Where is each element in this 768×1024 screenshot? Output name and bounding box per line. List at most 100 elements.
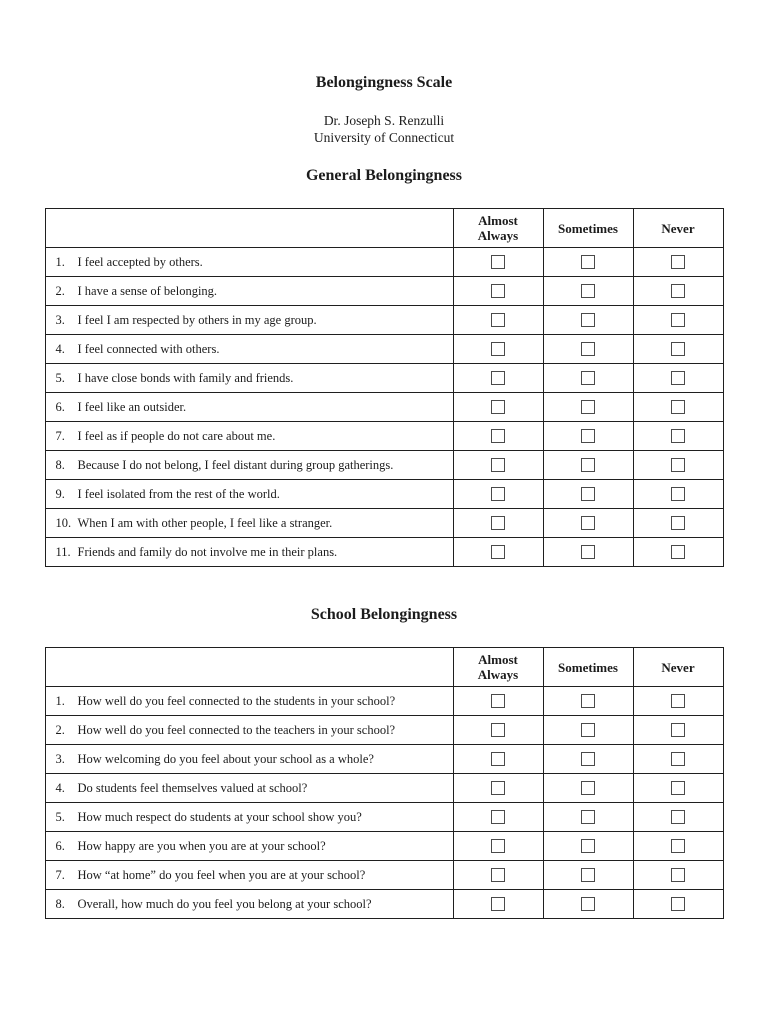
checkbox-almost-always[interactable] [491, 284, 505, 299]
response-cell-almost-always[interactable] [452, 334, 544, 364]
checkbox-never[interactable] [671, 487, 685, 502]
response-cell-sometimes[interactable] [542, 686, 634, 716]
checkbox-almost-always[interactable] [491, 723, 505, 738]
response-cell-never[interactable] [632, 889, 724, 919]
response-cell-sometimes[interactable] [542, 479, 634, 509]
response-cell-never[interactable] [632, 802, 724, 832]
response-cell-sometimes[interactable] [542, 508, 634, 538]
checkbox-sometimes[interactable] [581, 781, 595, 796]
response-cell-almost-always[interactable] [452, 802, 544, 832]
response-cell-sometimes[interactable] [542, 450, 634, 480]
response-cell-almost-always[interactable] [452, 508, 544, 538]
checkbox-almost-always[interactable] [491, 429, 505, 444]
response-cell-never[interactable] [632, 831, 724, 861]
response-cell-sometimes[interactable] [542, 802, 634, 832]
checkbox-almost-always[interactable] [491, 897, 505, 912]
response-cell-never[interactable] [632, 744, 724, 774]
response-cell-never[interactable] [632, 276, 724, 306]
response-cell-sometimes[interactable] [542, 744, 634, 774]
response-cell-almost-always[interactable] [452, 686, 544, 716]
response-cell-almost-always[interactable] [452, 305, 544, 335]
checkbox-almost-always[interactable] [491, 371, 505, 386]
response-cell-never[interactable] [632, 334, 724, 364]
checkbox-never[interactable] [671, 516, 685, 531]
checkbox-sometimes[interactable] [581, 545, 595, 560]
checkbox-sometimes[interactable] [581, 342, 595, 357]
response-cell-never[interactable] [632, 715, 724, 745]
checkbox-sometimes[interactable] [581, 284, 595, 299]
response-cell-sometimes[interactable] [542, 537, 634, 567]
checkbox-sometimes[interactable] [581, 694, 595, 709]
checkbox-almost-always[interactable] [491, 400, 505, 415]
response-cell-almost-always[interactable] [452, 421, 544, 451]
response-cell-never[interactable] [632, 686, 724, 716]
checkbox-almost-always[interactable] [491, 868, 505, 883]
checkbox-sometimes[interactable] [581, 839, 595, 854]
response-cell-almost-always[interactable] [452, 744, 544, 774]
response-cell-sometimes[interactable] [542, 860, 634, 890]
checkbox-never[interactable] [671, 723, 685, 738]
checkbox-sometimes[interactable] [581, 810, 595, 825]
checkbox-sometimes[interactable] [581, 255, 595, 270]
response-cell-never[interactable] [632, 479, 724, 509]
checkbox-sometimes[interactable] [581, 516, 595, 531]
checkbox-sometimes[interactable] [581, 752, 595, 767]
checkbox-never[interactable] [671, 255, 685, 270]
checkbox-sometimes[interactable] [581, 487, 595, 502]
checkbox-sometimes[interactable] [581, 371, 595, 386]
checkbox-almost-always[interactable] [491, 810, 505, 825]
response-cell-almost-always[interactable] [452, 392, 544, 422]
response-cell-sometimes[interactable] [542, 392, 634, 422]
checkbox-almost-always[interactable] [491, 516, 505, 531]
checkbox-never[interactable] [671, 810, 685, 825]
checkbox-almost-always[interactable] [491, 839, 505, 854]
checkbox-never[interactable] [671, 429, 685, 444]
response-cell-almost-always[interactable] [452, 889, 544, 919]
checkbox-almost-always[interactable] [491, 255, 505, 270]
checkbox-never[interactable] [671, 371, 685, 386]
checkbox-never[interactable] [671, 313, 685, 328]
checkbox-never[interactable] [671, 752, 685, 767]
checkbox-never[interactable] [671, 284, 685, 299]
response-cell-never[interactable] [632, 537, 724, 567]
response-cell-almost-always[interactable] [452, 479, 544, 509]
checkbox-never[interactable] [671, 897, 685, 912]
checkbox-sometimes[interactable] [581, 458, 595, 473]
response-cell-never[interactable] [632, 773, 724, 803]
checkbox-almost-always[interactable] [491, 694, 505, 709]
response-cell-never[interactable] [632, 247, 724, 277]
checkbox-almost-always[interactable] [491, 458, 505, 473]
checkbox-never[interactable] [671, 545, 685, 560]
checkbox-sometimes[interactable] [581, 723, 595, 738]
checkbox-almost-always[interactable] [491, 752, 505, 767]
response-cell-almost-always[interactable] [452, 715, 544, 745]
response-cell-almost-always[interactable] [452, 363, 544, 393]
response-cell-sometimes[interactable] [542, 831, 634, 861]
response-cell-almost-always[interactable] [452, 276, 544, 306]
response-cell-almost-always[interactable] [452, 537, 544, 567]
response-cell-never[interactable] [632, 421, 724, 451]
checkbox-almost-always[interactable] [491, 781, 505, 796]
response-cell-almost-always[interactable] [452, 247, 544, 277]
response-cell-almost-always[interactable] [452, 831, 544, 861]
checkbox-never[interactable] [671, 868, 685, 883]
response-cell-sometimes[interactable] [542, 334, 634, 364]
response-cell-sometimes[interactable] [542, 363, 634, 393]
response-cell-never[interactable] [632, 860, 724, 890]
response-cell-sometimes[interactable] [542, 421, 634, 451]
checkbox-never[interactable] [671, 694, 685, 709]
checkbox-almost-always[interactable] [491, 487, 505, 502]
response-cell-sometimes[interactable] [542, 773, 634, 803]
checkbox-never[interactable] [671, 342, 685, 357]
checkbox-sometimes[interactable] [581, 313, 595, 328]
response-cell-never[interactable] [632, 508, 724, 538]
checkbox-sometimes[interactable] [581, 400, 595, 415]
response-cell-almost-always[interactable] [452, 860, 544, 890]
checkbox-almost-always[interactable] [491, 545, 505, 560]
checkbox-sometimes[interactable] [581, 897, 595, 912]
response-cell-sometimes[interactable] [542, 276, 634, 306]
checkbox-almost-always[interactable] [491, 342, 505, 357]
response-cell-never[interactable] [632, 305, 724, 335]
checkbox-never[interactable] [671, 839, 685, 854]
response-cell-sometimes[interactable] [542, 715, 634, 745]
